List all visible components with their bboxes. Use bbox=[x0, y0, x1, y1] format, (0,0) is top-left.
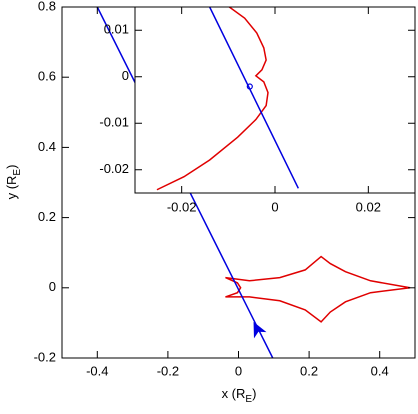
x-tick-label: 0.02 bbox=[356, 199, 381, 214]
direction-arrow bbox=[253, 321, 267, 339]
x-label-text: x (R bbox=[222, 386, 246, 401]
x-tick-label: 0.4 bbox=[371, 363, 389, 378]
y-tick-label: 0.01 bbox=[104, 22, 129, 37]
y-tick-label: 0.2 bbox=[38, 209, 56, 224]
x-tick-label: 0 bbox=[271, 199, 278, 214]
x-label-sub: E bbox=[245, 394, 252, 405]
y-tick-label: 0 bbox=[49, 279, 56, 294]
source-marker bbox=[246, 83, 253, 90]
y-tick-label: 0 bbox=[122, 68, 129, 83]
y-label-sub: E bbox=[12, 169, 23, 176]
series-line bbox=[156, 7, 269, 191]
y-tick-label: -0.02 bbox=[99, 161, 129, 176]
plot-area: -0.02 0 0.02 -0.02 -0.01 0 0.01 bbox=[99, 6, 416, 214]
y-tick-label: 0.8 bbox=[38, 0, 56, 13]
x-tick-label: -0.02 bbox=[167, 199, 197, 214]
y-label-text: y (R bbox=[4, 176, 19, 200]
series-line bbox=[225, 255, 411, 323]
x-tick-label: 0.2 bbox=[300, 363, 318, 378]
y-tick-label: -0.01 bbox=[99, 115, 129, 130]
y-tick-label: -0.2 bbox=[34, 349, 56, 364]
y-axis-label: y (RE) bbox=[4, 165, 22, 200]
x-tick-label: 0 bbox=[235, 363, 242, 378]
y-label-end: ) bbox=[4, 165, 19, 169]
x-axis-label: x (RE) bbox=[222, 386, 257, 404]
series-line bbox=[208, 7, 300, 189]
data-layer bbox=[156, 7, 300, 191]
x-label-end: ) bbox=[252, 386, 256, 401]
y-tick-label: 0.6 bbox=[38, 69, 56, 84]
x-tick-label: -0.2 bbox=[157, 363, 179, 378]
plot-background bbox=[135, 7, 415, 193]
x-tick-label: -0.4 bbox=[86, 363, 108, 378]
y-tick-label: 0.4 bbox=[38, 139, 56, 154]
